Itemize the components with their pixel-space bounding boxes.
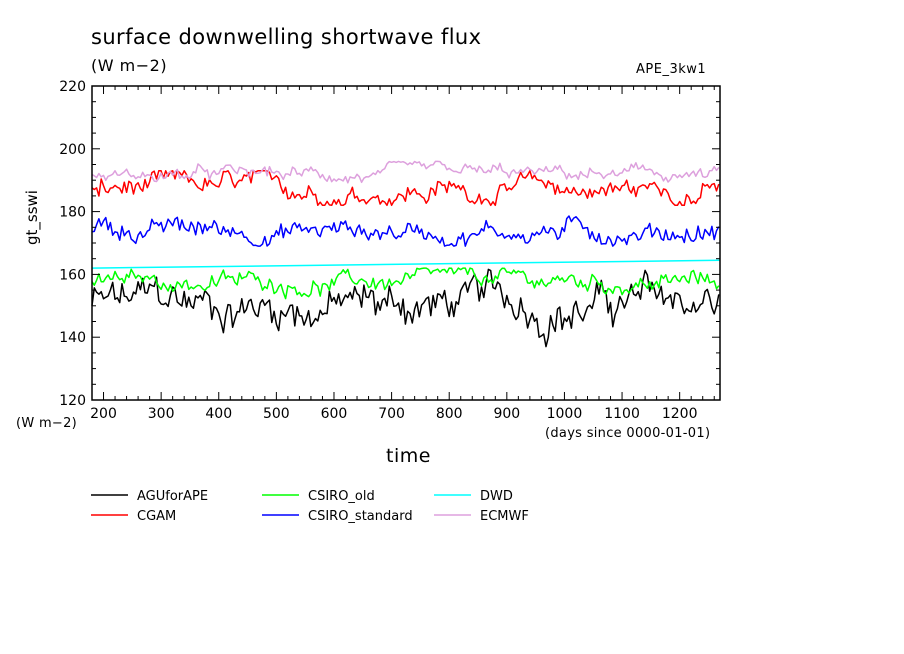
y-axis-units: (W m−2) xyxy=(16,416,78,431)
x-tick-label: 400 xyxy=(205,406,232,422)
x-tick-label: 1100 xyxy=(604,406,640,422)
series-line-ecmwf xyxy=(91,160,720,184)
y-tick-label: 200 xyxy=(59,142,86,158)
series-line-aguforape xyxy=(91,268,720,348)
x-tick-label: 200 xyxy=(90,406,117,422)
x-tick-label: 800 xyxy=(436,406,463,422)
y-tick-label: 140 xyxy=(59,330,86,346)
axis-layer: 120 140 160 180 200 220 200 300 400 500 600 700 800 9… xyxy=(59,79,720,422)
legend-label: CGAM xyxy=(137,509,176,524)
legend-label: CSIRO_old xyxy=(308,489,375,504)
series-line-dwd xyxy=(91,259,721,269)
x-tick-label: 300 xyxy=(148,406,175,422)
legend-label: AGUforAPE xyxy=(137,489,208,504)
y-tick-label: 180 xyxy=(59,205,86,221)
x-tick-label: 500 xyxy=(263,406,290,422)
x-tick-label: 900 xyxy=(493,406,520,422)
chart-units: (W m−2) xyxy=(91,56,168,75)
chart-title: surface downwelling shortwave flux xyxy=(91,25,482,49)
series-line-cgam xyxy=(91,170,720,207)
legend: AGUforAPE CGAM CSIRO_old CSIRO_standard DWD E… xyxy=(91,489,529,524)
y-tick-label: 160 xyxy=(59,267,86,283)
legend-label: CSIRO_standard xyxy=(308,509,413,524)
legend-label: ECMWF xyxy=(480,509,529,524)
x-tick-label: 700 xyxy=(378,406,405,422)
series-layer xyxy=(91,160,721,348)
series-line-csiro-old xyxy=(91,267,720,300)
y-tick-label: 120 xyxy=(59,393,86,409)
series-line-csiro-standard xyxy=(91,215,720,247)
x-axis-label: time xyxy=(386,445,431,467)
run-annotation: APE_3kw1 xyxy=(636,62,707,77)
x-tick-label: 1200 xyxy=(662,406,698,422)
y-tick-label: 220 xyxy=(59,79,86,95)
x-tick-label: 600 xyxy=(321,406,348,422)
legend-label: DWD xyxy=(480,489,513,504)
x-tick-label: 1000 xyxy=(547,406,583,422)
x-axis-units: (days since 0000-01-01) xyxy=(545,426,711,441)
